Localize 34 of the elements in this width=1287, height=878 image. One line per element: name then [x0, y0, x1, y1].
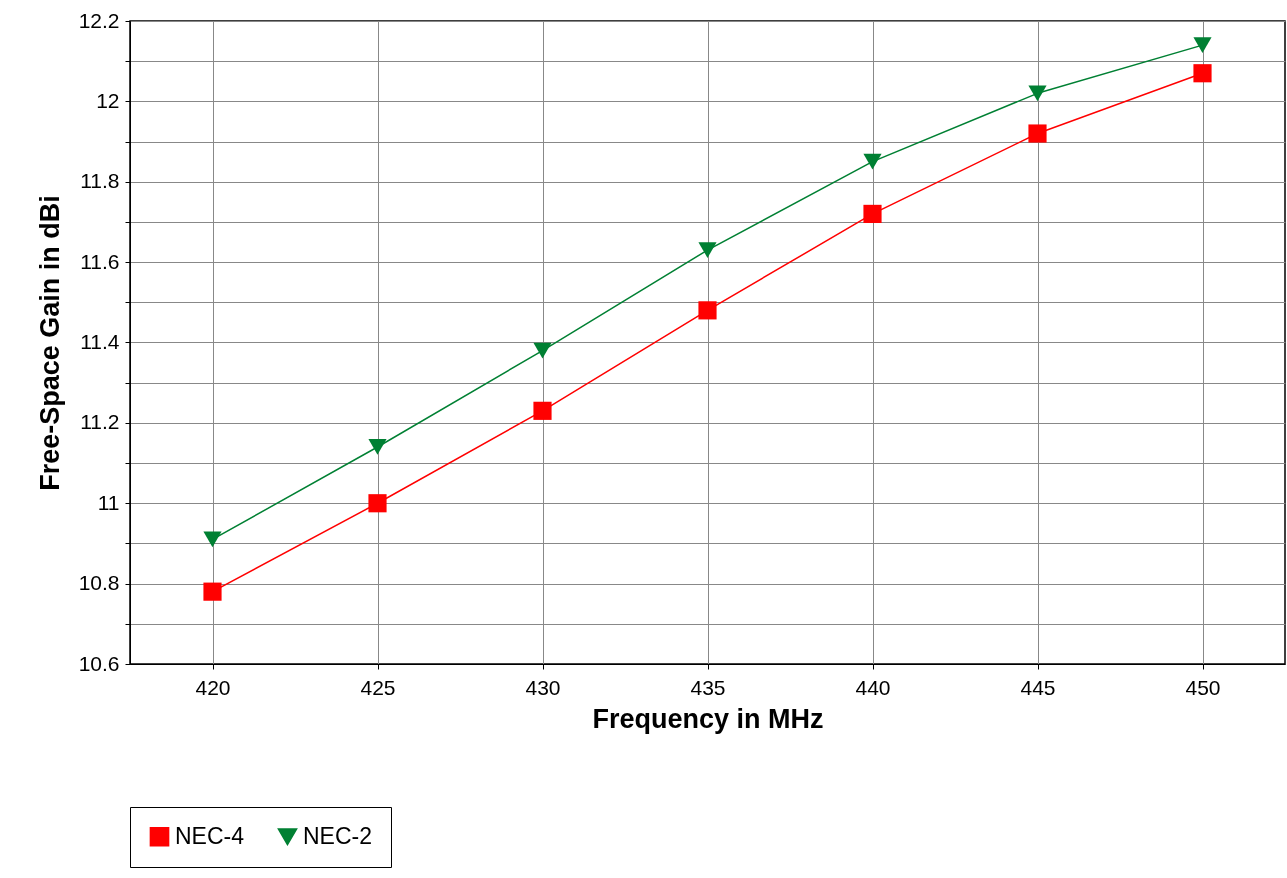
x-tick-label: 450: [1185, 675, 1221, 699]
point: [1193, 37, 1212, 53]
x-tick-label: 420: [195, 675, 231, 699]
y-tick-label: 11.6: [80, 249, 120, 273]
y-tick-label: 11.2: [80, 410, 120, 434]
x-tick-label: 445: [1020, 675, 1056, 699]
point: [368, 494, 387, 513]
x-axis-title: Frequency in MHz: [592, 703, 824, 734]
point: [1028, 85, 1047, 102]
y-axis-title: Free-Space Gain in dBi: [34, 195, 65, 491]
x-tick-label: 425: [360, 675, 396, 699]
point: [1193, 64, 1212, 83]
point: [203, 582, 222, 601]
point: [698, 301, 717, 320]
point: [863, 153, 882, 170]
y-tick-label: 10.6: [78, 651, 120, 675]
point: [368, 439, 387, 455]
x-tick-label: 430: [525, 675, 561, 699]
legend-label: NEC-2: [303, 822, 373, 849]
x-tick-label: 435: [690, 675, 726, 699]
legend-label: NEC-4: [175, 822, 245, 849]
point: [698, 242, 717, 258]
point: [1028, 124, 1047, 143]
x-tick-label: 440: [855, 675, 891, 699]
y-tick-label: 12.2: [78, 8, 120, 32]
point: [863, 204, 882, 223]
y-tick-label: 12: [96, 88, 120, 112]
y-tick-label: 10.8: [78, 571, 120, 595]
point: [203, 531, 222, 548]
y-tick-label: 11.8: [80, 169, 120, 193]
y-tick-label: 11: [97, 490, 120, 514]
point: [533, 342, 552, 359]
point: [533, 401, 552, 420]
y-tick-label: 11.4: [80, 330, 120, 353]
